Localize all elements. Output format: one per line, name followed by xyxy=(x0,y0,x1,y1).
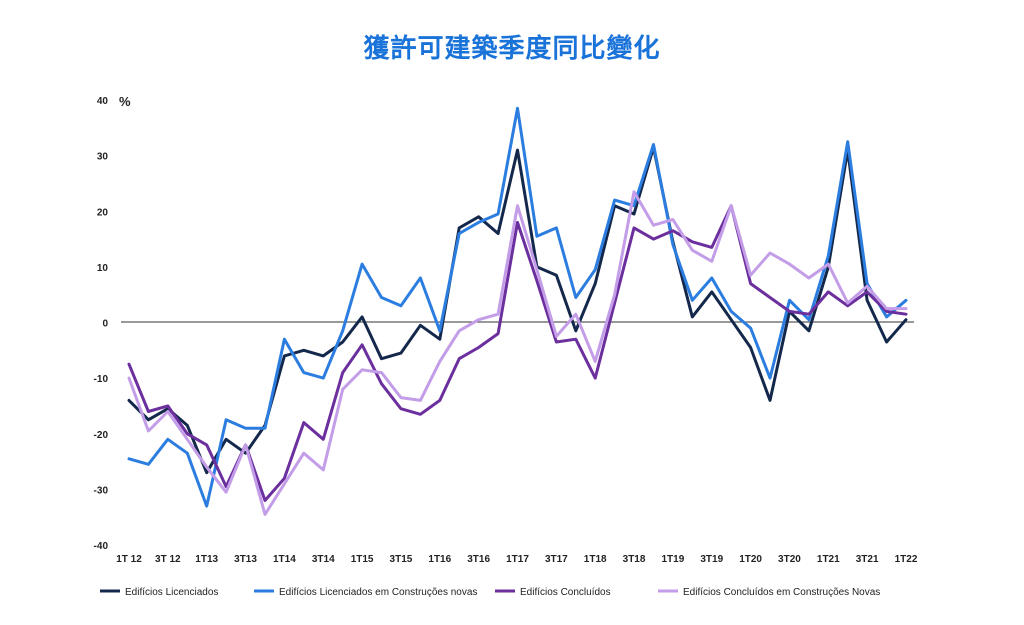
y-axis-unit-label: % xyxy=(119,94,131,109)
x-tick-label: 3T20 xyxy=(778,554,801,565)
x-tick-label: 1T16 xyxy=(428,554,451,565)
legend: Edifícios Licenciados Edifícios Licenciad… xyxy=(100,587,880,598)
y-tick-label: 0 xyxy=(102,319,108,330)
x-tick-label: 1T17 xyxy=(506,554,529,565)
x-tick-label: 1T22 xyxy=(895,554,918,565)
x-tick-label: 1T 12 xyxy=(116,554,142,565)
legend-label-2: Edifícios Licenciados em Construções nov… xyxy=(279,587,477,598)
x-tick-label: 1T13 xyxy=(195,554,218,565)
x-tick-label: 1T14 xyxy=(273,554,296,565)
x-tick-label: 3T17 xyxy=(545,554,568,565)
series-line-2 xyxy=(127,106,908,508)
x-tick-label: 1T15 xyxy=(351,554,374,565)
x-axis-ticks: 1T 12 3T 12 1T13 3T13 1T14 3T14 1T15 3T15 1T16 3T… xyxy=(116,554,918,565)
x-tick-label: 3T15 xyxy=(390,554,413,565)
series-line-3 xyxy=(127,204,908,502)
y-axis-ticks: -40 -30 -20 -10 0 10 20 30 40 xyxy=(94,96,109,552)
x-tick-label: 3T16 xyxy=(467,554,490,565)
x-tick-label: 1T18 xyxy=(584,554,607,565)
legend-label-4: Edifícios Concluídos em Construções Nova… xyxy=(683,587,880,598)
y-tick-label: -20 xyxy=(94,430,109,441)
y-tick-label: -40 xyxy=(94,541,109,552)
series-line-4 xyxy=(127,190,908,516)
y-tick-label: 30 xyxy=(97,152,109,163)
x-tick-label: 3T19 xyxy=(700,554,723,565)
y-tick-label: 10 xyxy=(97,263,109,274)
x-tick-label: 3T14 xyxy=(312,554,335,565)
legend-label-1: Edifícios Licenciados xyxy=(125,587,218,598)
x-tick-label: 1T20 xyxy=(739,554,762,565)
x-tick-label: 3T 12 xyxy=(155,554,181,565)
x-tick-label: 3T13 xyxy=(234,554,257,565)
x-tick-label: 3T18 xyxy=(623,554,646,565)
y-tick-label: 20 xyxy=(97,207,109,218)
x-tick-label: 3T21 xyxy=(856,554,879,565)
series-line-1 xyxy=(127,145,908,475)
chart-title: 獲許可建築季度同比變化 xyxy=(363,34,661,64)
series-lines xyxy=(127,106,908,516)
x-tick-label: 1T19 xyxy=(662,554,685,565)
y-tick-label: -30 xyxy=(94,485,109,496)
legend-label-3: Edifícios Concluídos xyxy=(520,587,611,598)
y-tick-label: -10 xyxy=(94,374,109,385)
y-tick-label: 40 xyxy=(97,96,109,107)
x-tick-label: 1T21 xyxy=(817,554,840,565)
